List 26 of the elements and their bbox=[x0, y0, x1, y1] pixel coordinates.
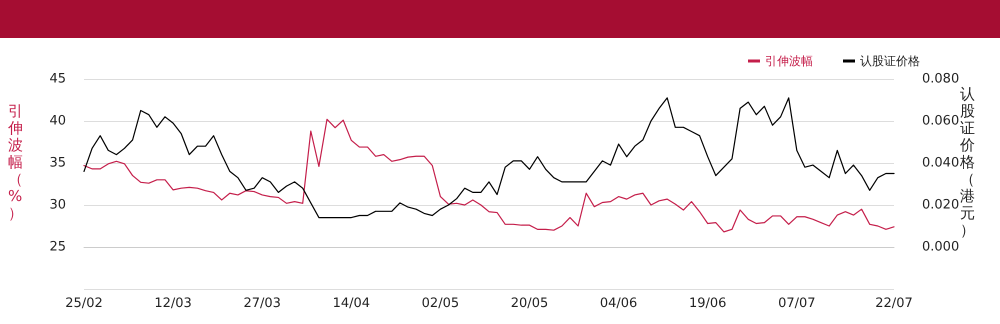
x-tick-label: 04/06 bbox=[600, 296, 638, 311]
y2-tick-label: 0.020 bbox=[922, 198, 960, 212]
line-series bbox=[83, 118, 895, 232]
x-tick-label: 27/03 bbox=[243, 296, 281, 311]
x-tick-label: 25/02 bbox=[65, 296, 103, 311]
x-tick-label: 22/07 bbox=[875, 296, 913, 311]
legend-label: 引伸波幅 bbox=[765, 54, 813, 68]
x-tick-label: 19/06 bbox=[688, 296, 726, 311]
x-tick-label: 14/04 bbox=[332, 296, 370, 311]
y2-tick-label: 0.080 bbox=[922, 72, 960, 86]
y-tick-label: 35 bbox=[49, 156, 66, 170]
legend-label: 认股证价格 bbox=[860, 54, 920, 68]
y2-tick-label: 0.000 bbox=[922, 240, 960, 254]
y-tick-label: 45 bbox=[49, 72, 66, 86]
x-tick-label: 02/05 bbox=[422, 296, 460, 311]
line-series bbox=[83, 97, 895, 218]
y-tick-label: 25 bbox=[49, 240, 66, 254]
y2-tick-label: 0.060 bbox=[922, 114, 960, 128]
x-tick-label: 20/05 bbox=[510, 296, 548, 311]
text: 认股证价格（港元） bbox=[960, 85, 975, 239]
y-axis-title: 引伸波幅（%） bbox=[7, 102, 23, 222]
y-tick-label: 30 bbox=[49, 198, 66, 212]
x-tick-label: 07/07 bbox=[778, 296, 816, 311]
y2-tick-label: 0.040 bbox=[922, 156, 960, 170]
y-tick-label: 40 bbox=[49, 114, 66, 128]
x-tick-label: 12/03 bbox=[154, 296, 192, 311]
